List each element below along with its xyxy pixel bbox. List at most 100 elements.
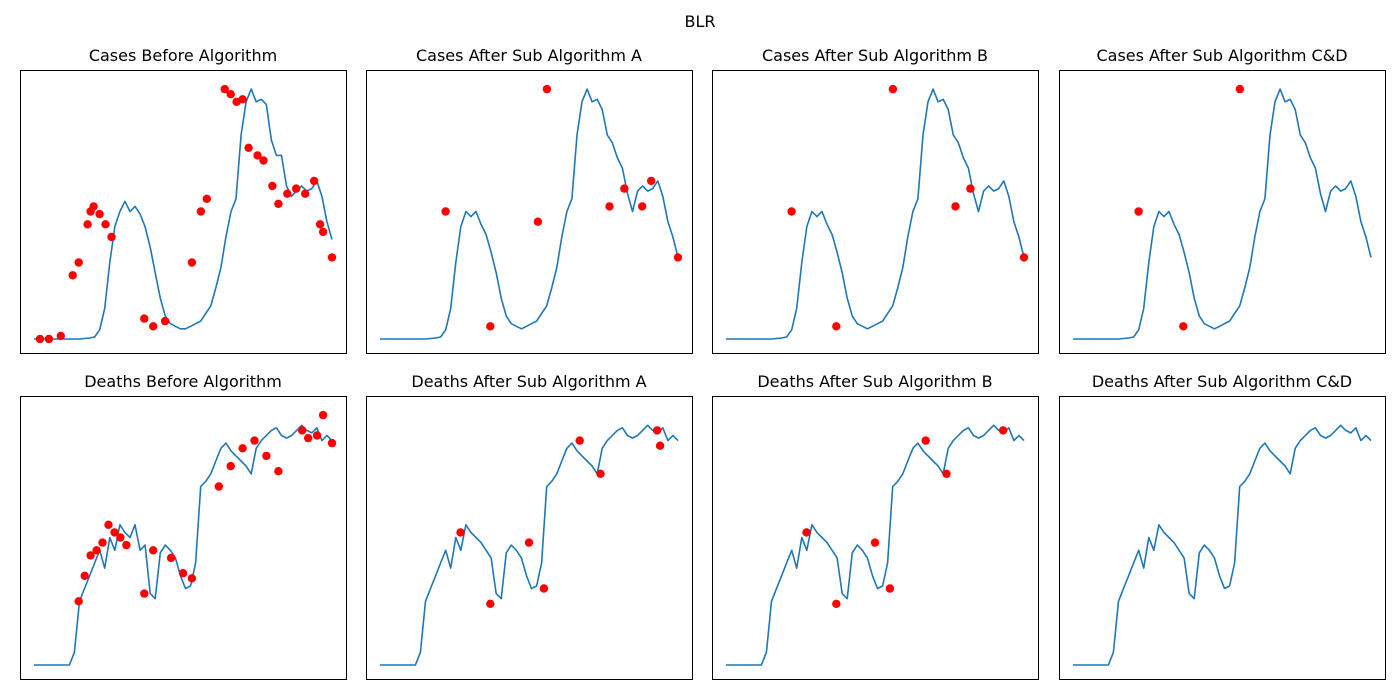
marker-point [596,469,605,478]
marker-point [110,528,119,537]
plot-frame [1059,396,1386,680]
marker-point [89,202,98,211]
marker-point [274,467,283,476]
chart-title: Cases After Sub Algorithm B [762,46,988,65]
marker-point [202,194,211,203]
chart-panel-4: Cases After Sub Algorithm C&D [1059,46,1386,354]
chart-panel-1: Cases Before Algorithm [20,46,347,354]
marker-point [542,84,552,94]
figure-title: BLR [684,12,715,31]
chart-panel-7: Deaths After Sub Algorithm B [712,372,1039,680]
marker-point [238,444,247,453]
series-line [380,88,679,340]
marker-point [638,202,647,211]
series-line [1073,424,1372,666]
marker-point [832,322,841,331]
chart-panel-8: Deaths After Sub Algorithm C&D [1059,372,1386,680]
marker-point [292,184,301,193]
marker-point [44,334,54,344]
marker-point [951,202,960,211]
chart-title: Deaths After Sub Algorithm C&D [1092,372,1352,391]
chart-panel-6: Deaths After Sub Algorithm A [366,372,693,680]
marker-point [250,436,259,445]
marker-point [652,426,662,435]
marker-point [832,599,841,608]
chart-panel-2: Cases After Sub Algorithm A [366,46,693,354]
marker-point [885,584,895,593]
marker-point [166,553,176,563]
chart-title: Cases After Sub Algorithm C&D [1096,46,1347,65]
plot-frame [20,396,347,680]
chart-title: Deaths After Sub Algorithm A [411,372,646,391]
marker-point [187,258,197,267]
plot-frame [712,70,1039,354]
marker-point [441,207,450,216]
chart-title: Cases After Sub Algorithm A [416,46,642,65]
marker-point [35,334,45,344]
marker-point [149,322,158,331]
marker-point [655,441,665,450]
marker-point [149,546,158,555]
marker-point [92,546,101,555]
marker-point [888,84,898,94]
marker-point [107,232,116,242]
marker-point [1179,322,1188,331]
marker-point [304,433,313,443]
marker-point [318,227,328,237]
chart-title: Cases Before Algorithm [89,46,277,65]
marker-point [220,84,229,94]
marker-point [524,538,534,547]
marker-point [301,189,310,198]
marker-point [327,438,337,448]
marker-point [226,461,235,471]
marker-point [1019,253,1029,262]
marker-point [966,184,975,193]
marker-point [312,431,322,440]
marker-point [942,469,951,478]
marker-point [116,533,125,542]
marker-point [802,528,811,537]
marker-point [309,176,319,186]
marker-point [68,271,77,280]
marker-point [318,410,328,420]
marker-point [253,151,262,160]
marker-point [673,253,683,262]
marker-point [74,258,83,267]
marker-point [283,189,292,198]
plot-frame [366,70,693,354]
marker-point [262,451,271,461]
series-line [726,88,1025,340]
marker-point [178,569,188,578]
marker-point [86,551,95,560]
marker-point [238,95,247,104]
series-line [34,88,333,340]
marker-point [533,217,543,226]
plot-frame [712,396,1039,680]
chart-panel-3: Cases After Sub Algorithm B [712,46,1039,354]
marker-point [1235,84,1245,94]
marker-point [80,571,89,580]
marker-point [95,209,104,219]
marker-point [539,584,549,593]
marker-point [98,538,107,547]
marker-point [605,202,614,211]
marker-point [620,184,629,193]
marker-point [921,436,930,445]
plot-frame [366,396,693,680]
marker-point [259,156,268,165]
marker-point [1134,207,1143,216]
marker-point [196,207,206,216]
marker-point [870,538,880,547]
marker-point [298,426,307,435]
plot-frame [1059,70,1386,354]
marker-point [274,199,283,208]
marker-point [244,143,253,152]
series-line [726,424,1025,666]
chart-panel-5: Deaths Before Algorithm [20,372,347,680]
series-line [34,424,333,666]
marker-point [226,90,235,99]
marker-point [122,540,131,550]
plot-frame [20,70,347,354]
marker-point [214,482,223,491]
